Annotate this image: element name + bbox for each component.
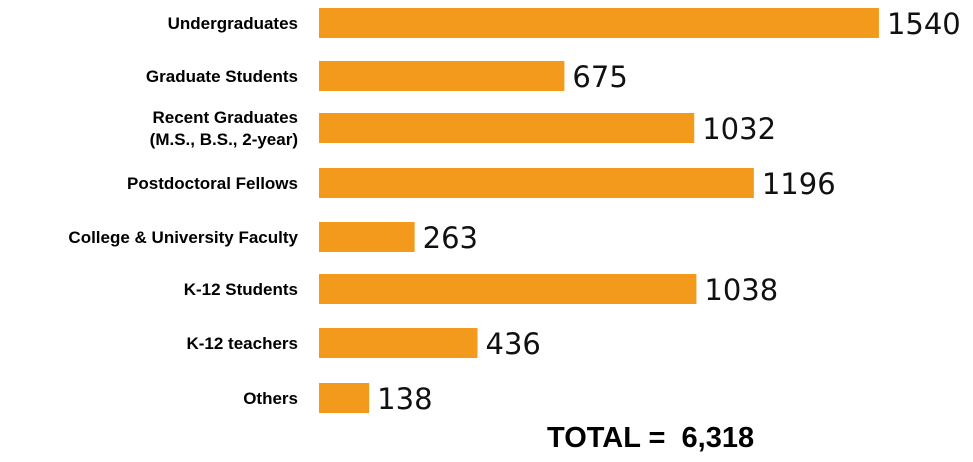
category-label-recent-graduates-m-s-b-s-2-year-line-2: (M.S., B.S., 2-year) [150, 130, 298, 149]
value-label-k-12-teachers: 436 [486, 327, 541, 361]
bar-recent-graduates-m-s-b-s-2-year [319, 113, 695, 143]
value-label-others: 138 [377, 382, 432, 416]
category-label-others: Others [243, 389, 298, 408]
category-label-graduate-students: Graduate Students [146, 67, 298, 86]
total-label: TOTAL = 6,318 [547, 422, 755, 454]
bar-k-12-students [319, 274, 697, 304]
bar-undergraduates [319, 8, 879, 38]
value-label-recent-graduates-m-s-b-s-2-year: 1032 [702, 112, 776, 146]
value-label-postdoctoral-fellows: 1196 [762, 167, 836, 201]
category-label-recent-graduates-m-s-b-s-2-year-line-1: Recent Graduates [153, 108, 299, 127]
category-label-college-university-faculty: College & University Faculty [68, 228, 298, 247]
value-label-undergraduates: 1540 [887, 7, 961, 41]
bar-others [319, 383, 370, 413]
value-label-graduate-students: 675 [572, 60, 627, 94]
category-label-undergraduates: Undergraduates [168, 14, 298, 33]
bar-k-12-teachers [319, 328, 478, 358]
category-label-k-12-students: K-12 Students [184, 280, 298, 299]
category-label-k-12-teachers: K-12 teachers [186, 334, 298, 353]
value-label-k-12-students: 1038 [704, 273, 778, 307]
bar-postdoctoral-fellows [319, 168, 754, 198]
bar-graduate-students [319, 61, 565, 91]
value-label-college-university-faculty: 263 [423, 221, 478, 255]
category-label-postdoctoral-fellows: Postdoctoral Fellows [127, 174, 298, 193]
bar-college-university-faculty [319, 222, 415, 252]
